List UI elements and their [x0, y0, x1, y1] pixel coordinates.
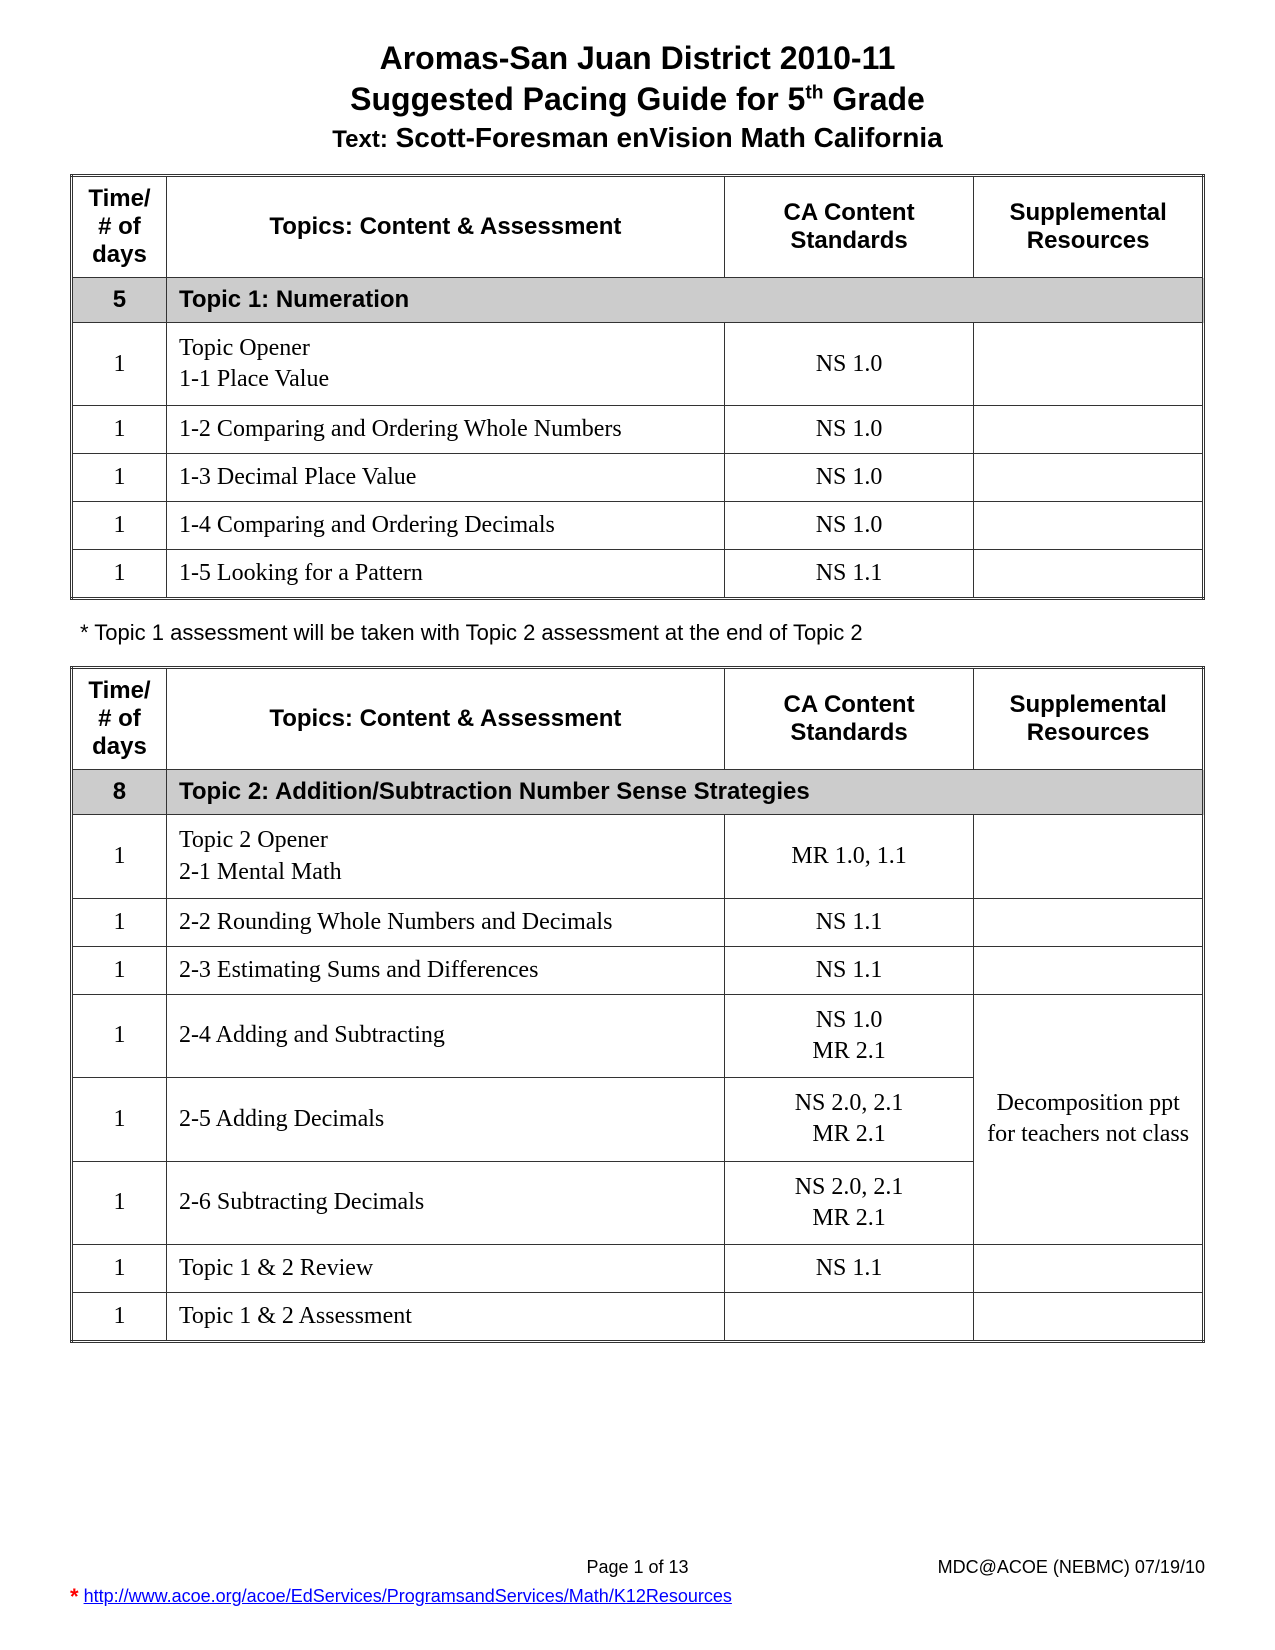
table-row: 1 2-2 Rounding Whole Numbers and Decimal…: [72, 898, 1204, 946]
topic2-days: 8: [72, 770, 167, 815]
header-topics: Topics: Content & Assessment: [166, 668, 724, 770]
footer-link-line: * http://www.acoe.org/acoe/EdServices/Pr…: [70, 1584, 1205, 1610]
footer-org: MDC@ACOE (NEBMC) 07/19/10: [827, 1557, 1205, 1578]
header-days: Time/ # of days: [72, 176, 167, 278]
assessment-note: * Topic 1 assessment will be taken with …: [80, 620, 1205, 646]
table-row: 1 Topic 1 & 2 Assessment: [72, 1292, 1204, 1341]
table-header-row: Time/ # of days Topics: Content & Assess…: [72, 176, 1204, 278]
topic1-days: 5: [72, 278, 167, 323]
topic2-header: 8 Topic 2: Addition/Subtraction Number S…: [72, 770, 1204, 815]
table-row: 1 Topic 1 & 2 Review NS 1.1: [72, 1244, 1204, 1292]
table-row: 1 1-4 Comparing and Ordering Decimals NS…: [72, 502, 1204, 550]
header-line3: Text: Scott-Foresman enVision Math Calif…: [70, 122, 1205, 154]
header-line2: Suggested Pacing Guide for 5th Grade: [70, 81, 1205, 118]
table-row: 1 2-4 Adding and Subtracting NS 1.0 MR 2…: [72, 994, 1204, 1077]
table-row: 1 1-5 Looking for a Pattern NS 1.1: [72, 550, 1204, 599]
header-topics: Topics: Content & Assessment: [166, 176, 724, 278]
footer-link[interactable]: http://www.acoe.org/acoe/EdServices/Prog…: [84, 1586, 732, 1606]
page-footer: Page 1 of 13 MDC@ACOE (NEBMC) 07/19/10 *…: [70, 1557, 1205, 1610]
header-days: Time/ # of days: [72, 668, 167, 770]
table-header-row: Time/ # of days Topics: Content & Assess…: [72, 668, 1204, 770]
page-number: Page 1 of 13: [448, 1557, 826, 1578]
asterisk-icon: *: [70, 1584, 79, 1609]
topic2-title: Topic 2: Addition/Subtraction Number Sen…: [166, 770, 1203, 815]
topic1-table: Time/ # of days Topics: Content & Assess…: [70, 174, 1205, 600]
header-resources: Supplemental Resources: [974, 668, 1204, 770]
table-row: 1 Topic 2 Opener 2-1 Mental Math MR 1.0,…: [72, 815, 1204, 898]
topic1-title: Topic 1: Numeration: [166, 278, 1203, 323]
table-row: 1 1-3 Decimal Place Value NS 1.0: [72, 454, 1204, 502]
header-line1: Aromas-San Juan District 2010-11: [70, 40, 1205, 77]
table-row: 1 2-3 Estimating Sums and Differences NS…: [72, 946, 1204, 994]
topic2-table: Time/ # of days Topics: Content & Assess…: [70, 666, 1205, 1343]
table-row: 1 1-2 Comparing and Ordering Whole Numbe…: [72, 406, 1204, 454]
header-standards: CA Content Standards: [724, 176, 973, 278]
header-resources: Supplemental Resources: [974, 176, 1204, 278]
merged-resource-cell: Decomposition ppt for teachers not class: [974, 994, 1204, 1244]
header-standards: CA Content Standards: [724, 668, 973, 770]
document-header: Aromas-San Juan District 2010-11 Suggest…: [70, 40, 1205, 154]
table-row: 1 Topic Opener 1-1 Place Value NS 1.0: [72, 323, 1204, 406]
topic1-header: 5 Topic 1: Numeration: [72, 278, 1204, 323]
topic-cell: Topic Opener 1-1 Place Value: [166, 323, 724, 406]
